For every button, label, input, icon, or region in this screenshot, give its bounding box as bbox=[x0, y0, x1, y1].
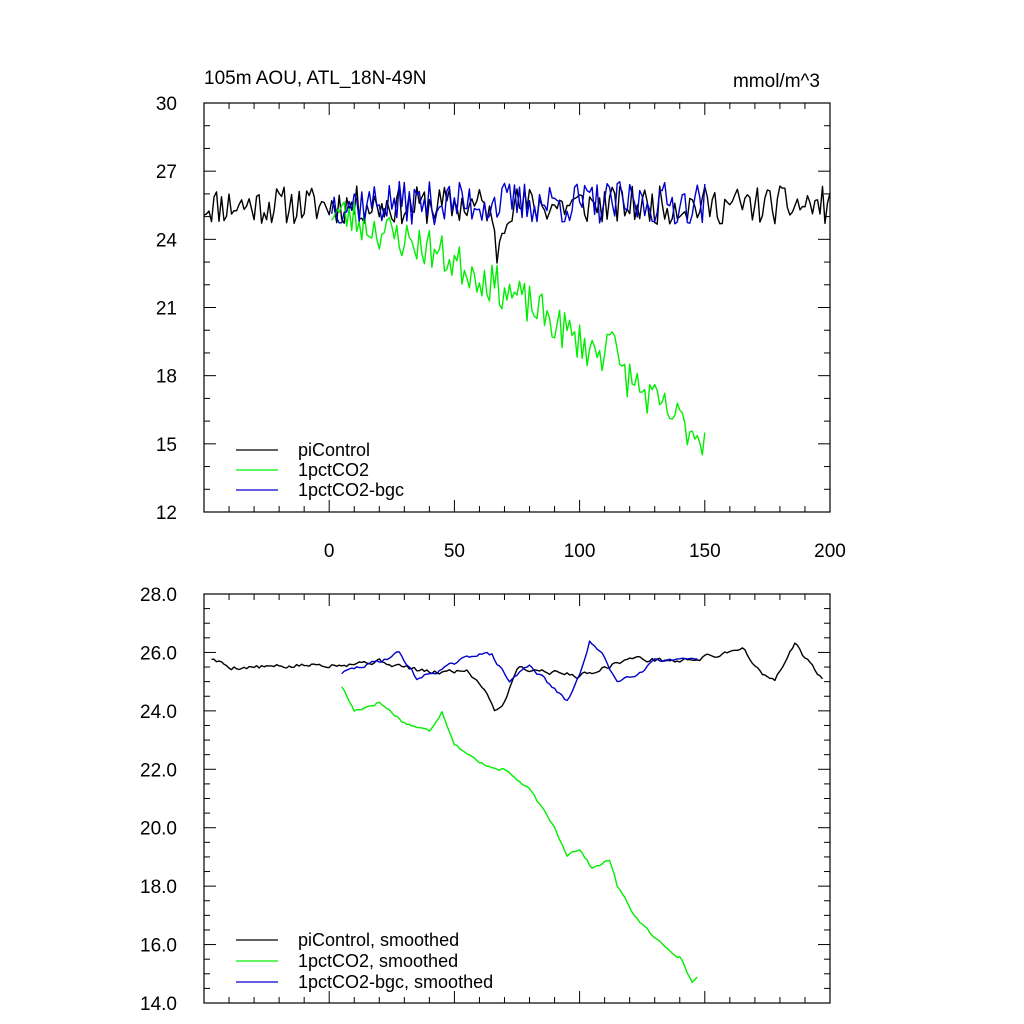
legend-top: piControl 1pctCO2 1pctCO2-bgc bbox=[236, 440, 404, 500]
series-line-1pctco2-bgc-smoothed bbox=[341, 640, 698, 702]
x-tick-label: 200 bbox=[814, 541, 846, 562]
legend-bottom: piControl, smoothed 1pctCO2, smoothed 1p… bbox=[236, 930, 493, 992]
series-line-1pctco2-bgc bbox=[331, 180, 706, 226]
axes-ticks-top: 0 50 100 150 200 12 15 18 21 24 27 30 bbox=[156, 94, 846, 562]
y-tick-label: 28.0 bbox=[140, 585, 177, 606]
x-tick-label: 100 bbox=[564, 541, 596, 562]
units-label: mmol/m^3 bbox=[733, 71, 820, 92]
y-tick-label: 20.0 bbox=[140, 819, 177, 840]
series-group-bottom bbox=[211, 640, 824, 983]
y-tick-label: 15 bbox=[156, 435, 177, 456]
y-tick-label: 24 bbox=[156, 230, 178, 251]
x-tick-label: 50 bbox=[444, 541, 465, 562]
y-tick-label: 27 bbox=[156, 162, 177, 183]
y-tick-label: 26.0 bbox=[140, 643, 177, 664]
y-tick-label: 21 bbox=[156, 299, 177, 320]
y-tick-label: 12 bbox=[156, 503, 177, 524]
legend-label-picontrol-smoothed: piControl, smoothed bbox=[298, 930, 459, 950]
legend-label-1pctco2: 1pctCO2 bbox=[298, 460, 369, 480]
series-line-1pctco2-smoothed bbox=[341, 686, 698, 983]
series-line-picontrol bbox=[203, 185, 831, 264]
x-tick-label: 0 bbox=[324, 541, 335, 562]
legend-label-1pctco2-bgc: 1pctCO2-bgc bbox=[298, 480, 404, 500]
panel-smoothed-aou: 14.0 16.0 18.0 20.0 22.0 24.0 26.0 28.0 piContr… bbox=[140, 585, 831, 1015]
chart-title: 105m AOU, ATL_18N-49N bbox=[204, 68, 426, 89]
axes-ticks-bottom: 14.0 16.0 18.0 20.0 22.0 24.0 26.0 28.0 bbox=[140, 585, 831, 1015]
y-tick-label: 18.0 bbox=[140, 877, 177, 898]
legend-label-picontrol: piControl bbox=[298, 440, 370, 460]
y-tick-label: 24.0 bbox=[140, 702, 177, 723]
y-tick-label: 18 bbox=[156, 367, 177, 388]
panel-raw-aou: 105m AOU, ATL_18N-49N mmol/m^3 0 50 100 150… bbox=[156, 68, 846, 562]
x-tick-label: 150 bbox=[689, 541, 721, 562]
legend-label-1pctco2-bgc-smoothed: 1pctCO2-bgc, smoothed bbox=[298, 972, 493, 992]
y-tick-label: 16.0 bbox=[140, 936, 177, 957]
legend-label-1pctco2-smoothed: 1pctCO2, smoothed bbox=[298, 951, 458, 971]
y-tick-label: 30 bbox=[156, 94, 177, 115]
series-line-1pctco2 bbox=[331, 201, 706, 456]
series-line-picontrol-smoothed bbox=[211, 642, 824, 712]
series-group-top bbox=[203, 180, 831, 456]
y-tick-label: 14.0 bbox=[140, 994, 177, 1015]
y-tick-label: 22.0 bbox=[140, 760, 177, 781]
